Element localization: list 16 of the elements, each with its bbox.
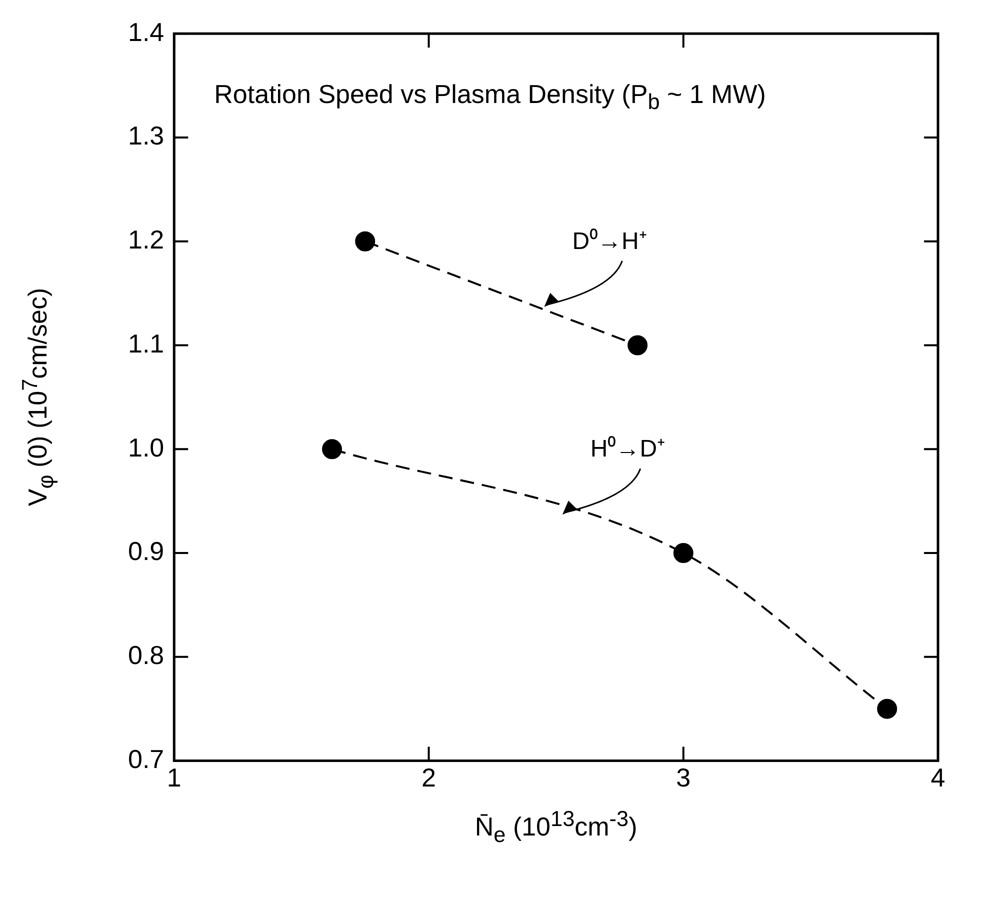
text: H⁰→D⁺ (590, 436, 666, 463)
y-tick-label: 0.7 (128, 744, 164, 774)
x-axis-title: N̄$_{e}$ (10$^{13}$cm$^{-3}$) (474, 806, 638, 848)
y-tick-label: 1.1 (128, 328, 164, 358)
x-tick-label: 1 (166, 762, 182, 793)
y-tick-label: 0.9 (128, 536, 164, 566)
y-tick-label: 1.4 (128, 16, 164, 47)
x-tick-label: 4 (930, 762, 946, 793)
y-tick-label: 1.0 (128, 432, 164, 462)
y-tick-label: 0.8 (128, 640, 164, 670)
x-tick-label: 2 (422, 762, 436, 793)
text: Rotation Speed vs Plasma Density (P$_{b}$ ~ 1 MW) (214, 78, 766, 115)
y-tick-label: 1.2 (128, 224, 164, 255)
y-tick-label: 1.3 (128, 120, 164, 151)
x-tick-label: 3 (676, 762, 691, 793)
text: D⁰→H⁺ (572, 228, 647, 255)
